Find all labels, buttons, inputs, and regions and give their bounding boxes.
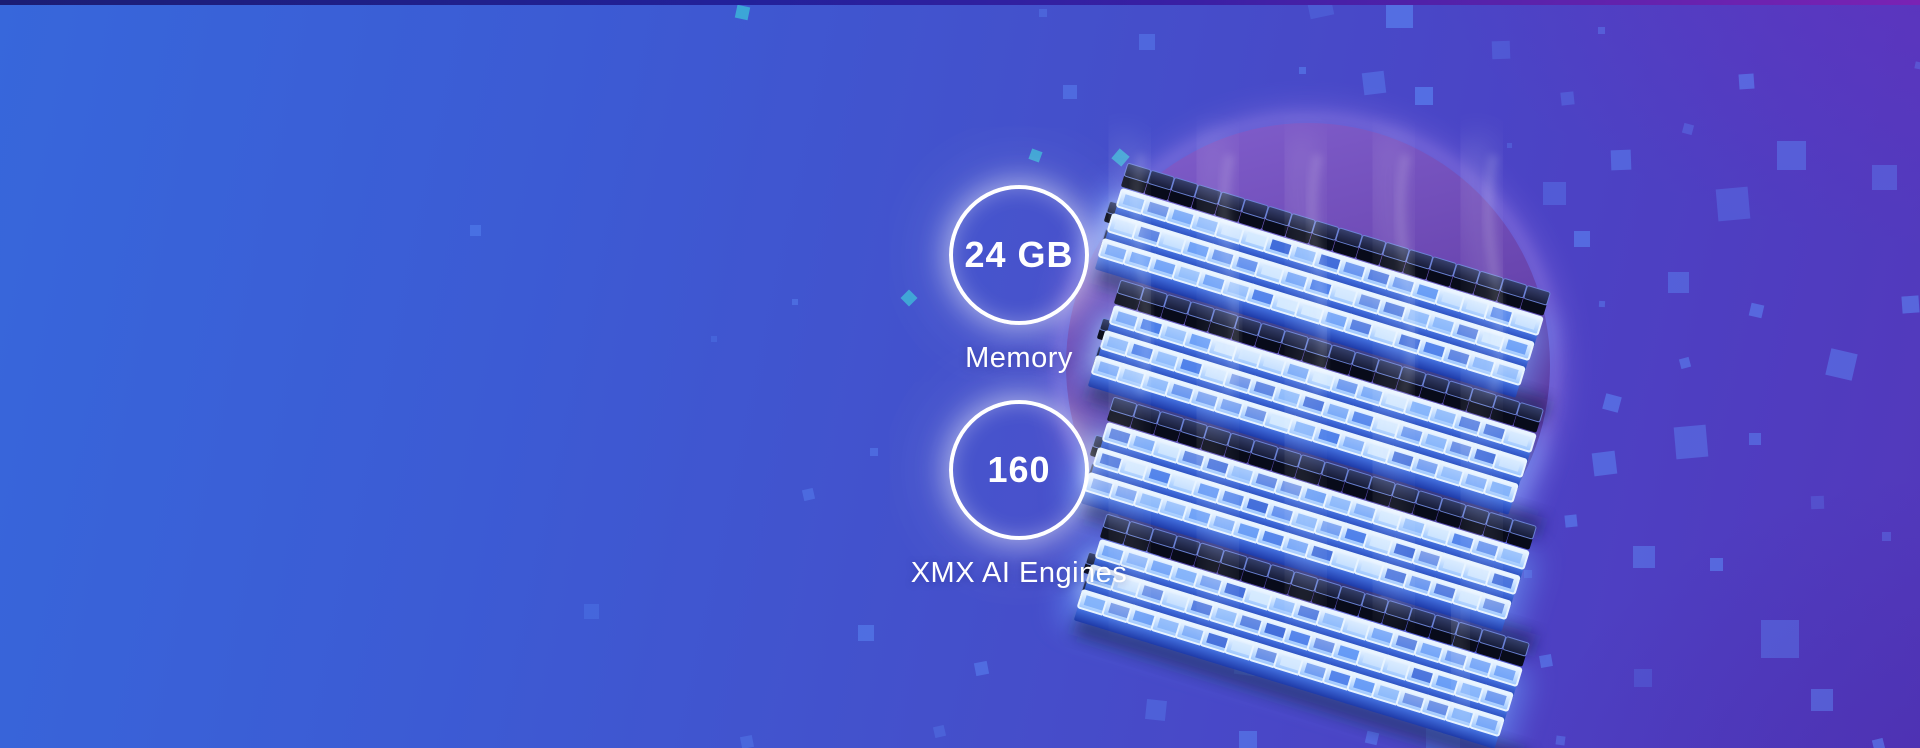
memory-value: 24 GB — [964, 234, 1074, 275]
memory-badge-circle: 24 GB — [949, 185, 1089, 325]
stats-column: 24 GB Memory 160 XMX AI Engines — [884, 185, 1154, 590]
xmx-badge-circle: 160 — [949, 400, 1089, 540]
cube-matrix-illustration — [990, 75, 1650, 748]
xmx-value: 160 — [987, 449, 1051, 490]
xmx-label: XMX AI Engines — [910, 557, 1128, 589]
memory-label: Memory — [965, 342, 1073, 374]
top-accent-strip — [0, 0, 1920, 5]
